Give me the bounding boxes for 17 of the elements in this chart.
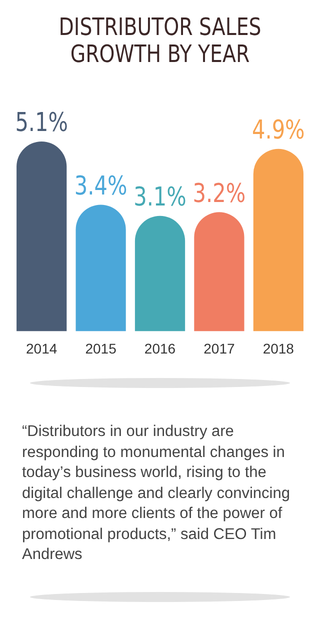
bar [194,212,244,332]
data-label: 3.4% [74,170,128,202]
text: “Distributors in our industry are responding to monumental changes in today’s business world, rising to the digital challenge and clearly convincing more and more clients of the power of promotional products,” said CEO Tim Andrews [22,422,291,565]
data-label: 3.2% [192,178,246,209]
data-label: 3.1% [134,181,186,212]
x-tick-label: 2015 [85,340,117,356]
data-label: 5.1% [15,106,68,138]
bar [134,216,186,332]
bar [253,148,304,332]
x-tick-label: 2014 [26,340,58,356]
bar [16,141,67,332]
bar [76,204,126,332]
x-tick-label: 2016 [144,340,176,356]
data-label: 4.9% [252,114,305,146]
x-tick-label: 2018 [262,340,294,356]
chart-title: DISTRIBUTOR SALES GROWTH BY YEAR [58,13,262,68]
x-tick-label: 2017 [204,340,235,356]
